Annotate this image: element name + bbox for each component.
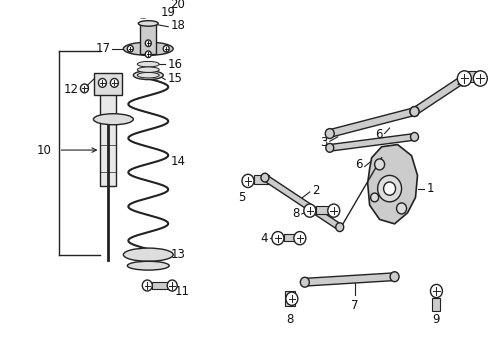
Text: 20: 20	[170, 0, 185, 11]
Circle shape	[242, 174, 253, 188]
Polygon shape	[329, 134, 414, 151]
Circle shape	[98, 78, 106, 87]
Circle shape	[377, 175, 401, 202]
Bar	[152, 282, 170, 289]
Bar	[94, 73, 122, 95]
Circle shape	[410, 132, 418, 141]
Text: 12: 12	[63, 83, 78, 96]
Ellipse shape	[133, 71, 163, 80]
Circle shape	[300, 277, 309, 287]
Text: 13: 13	[170, 248, 185, 261]
Polygon shape	[367, 145, 417, 224]
Polygon shape	[412, 75, 465, 115]
Text: 3: 3	[320, 136, 327, 149]
Circle shape	[293, 231, 305, 245]
Polygon shape	[263, 175, 341, 230]
Text: 4: 4	[455, 77, 463, 90]
Circle shape	[325, 129, 334, 139]
Ellipse shape	[138, 14, 148, 18]
Text: 8: 8	[285, 313, 293, 326]
Polygon shape	[328, 108, 414, 137]
Circle shape	[409, 107, 418, 117]
Bar	[315, 206, 331, 214]
Text: 9: 9	[432, 313, 439, 326]
Circle shape	[370, 193, 378, 202]
Text: 4: 4	[260, 232, 267, 245]
Circle shape	[137, 0, 149, 11]
Ellipse shape	[93, 114, 133, 125]
Ellipse shape	[137, 62, 159, 67]
Circle shape	[374, 159, 384, 170]
Ellipse shape	[137, 67, 159, 72]
Circle shape	[127, 45, 133, 52]
Circle shape	[303, 204, 315, 217]
Circle shape	[409, 107, 418, 117]
Circle shape	[145, 40, 151, 46]
Bar	[285, 291, 294, 306]
Circle shape	[285, 292, 297, 305]
Text: 11: 11	[174, 284, 189, 297]
Text: 7: 7	[350, 299, 358, 312]
Circle shape	[167, 280, 177, 291]
Ellipse shape	[123, 42, 173, 55]
Circle shape	[81, 84, 88, 93]
Text: 17: 17	[95, 42, 110, 55]
Text: 6: 6	[374, 128, 382, 141]
Bar	[100, 87, 116, 186]
Circle shape	[472, 71, 487, 86]
Text: 6: 6	[354, 158, 362, 171]
Ellipse shape	[123, 248, 173, 261]
Circle shape	[271, 231, 284, 245]
Text: 15: 15	[167, 72, 182, 85]
Circle shape	[459, 73, 468, 84]
Circle shape	[429, 284, 442, 298]
Circle shape	[456, 71, 470, 86]
Circle shape	[396, 203, 406, 214]
Text: 19: 19	[160, 6, 175, 19]
Text: 2: 2	[311, 184, 319, 197]
Bar	[253, 175, 268, 184]
Ellipse shape	[137, 72, 159, 78]
Circle shape	[327, 204, 339, 217]
Bar	[464, 71, 479, 82]
Text: 14: 14	[170, 154, 185, 168]
Circle shape	[145, 51, 151, 58]
Circle shape	[110, 78, 118, 87]
Circle shape	[383, 182, 395, 195]
Bar	[431, 298, 440, 311]
Text: 5: 5	[238, 191, 245, 204]
Circle shape	[142, 280, 152, 291]
Circle shape	[389, 272, 398, 282]
Ellipse shape	[138, 21, 158, 26]
Text: 16: 16	[167, 58, 182, 71]
Circle shape	[163, 45, 169, 52]
Text: 1: 1	[426, 182, 433, 195]
Circle shape	[325, 144, 333, 152]
Bar	[140, 23, 156, 54]
Circle shape	[335, 223, 343, 231]
Ellipse shape	[127, 261, 169, 270]
Text: 8: 8	[292, 207, 299, 220]
Text: 18: 18	[170, 19, 185, 32]
Text: 10: 10	[37, 144, 52, 157]
Bar	[284, 234, 297, 242]
Polygon shape	[304, 273, 394, 286]
Circle shape	[261, 173, 268, 182]
